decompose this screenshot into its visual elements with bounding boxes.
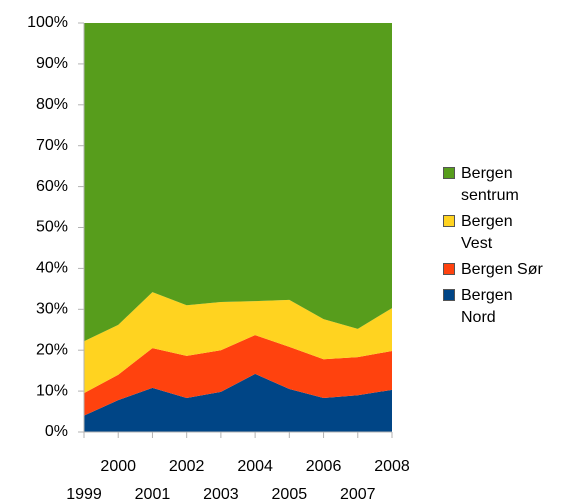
legend-item: Bergen Vest bbox=[441, 211, 546, 255]
legend-swatch bbox=[443, 289, 455, 301]
area bbox=[84, 292, 392, 394]
x-tick-label: 2007 bbox=[340, 486, 376, 502]
y-tick-label: 100% bbox=[27, 14, 68, 31]
y-tick-label: 80% bbox=[36, 96, 68, 113]
area bbox=[84, 23, 392, 342]
legend-swatch bbox=[443, 167, 455, 179]
x-tick-label: 2004 bbox=[237, 458, 273, 475]
legend-item: Bergen Sør bbox=[441, 259, 546, 281]
y-tick-label: 30% bbox=[36, 301, 68, 318]
legend-swatch bbox=[443, 263, 455, 275]
legend-label: Bergen Sør bbox=[461, 261, 543, 278]
y-tick-label: 60% bbox=[36, 178, 68, 195]
x-tick-label: 2002 bbox=[169, 458, 205, 475]
legend-label: Bergen sentrum bbox=[461, 165, 519, 204]
legend: Bergen sentrum Bergen Vest Bergen Sør Berge… bbox=[441, 163, 546, 333]
y-tick-label: 20% bbox=[36, 341, 68, 358]
legend-swatch bbox=[443, 215, 455, 227]
x-tick-label: 2008 bbox=[374, 458, 410, 475]
x-tick-label: 2005 bbox=[272, 486, 308, 502]
x-tick-label: 1999 bbox=[66, 486, 102, 502]
area bbox=[84, 373, 392, 432]
y-tick-label: 50% bbox=[36, 219, 68, 236]
legend-item: Bergen sentrum bbox=[441, 163, 546, 207]
legend-label: Bergen Nord bbox=[461, 287, 513, 326]
y-tick-label: 70% bbox=[36, 137, 68, 154]
area bbox=[84, 335, 392, 416]
y-tick-label: 40% bbox=[36, 260, 68, 277]
x-tick-label: 2006 bbox=[306, 458, 342, 475]
x-tick-label: 2000 bbox=[100, 458, 136, 475]
x-tick-label: 2001 bbox=[135, 486, 171, 502]
y-tick-label: 0% bbox=[45, 423, 68, 440]
legend-label: Bergen Vest bbox=[461, 213, 513, 252]
legend-item: Bergen Nord bbox=[441, 285, 546, 329]
x-tick-label: 2003 bbox=[203, 486, 239, 502]
y-tick-label: 10% bbox=[36, 382, 68, 399]
y-tick-label: 90% bbox=[36, 55, 68, 72]
